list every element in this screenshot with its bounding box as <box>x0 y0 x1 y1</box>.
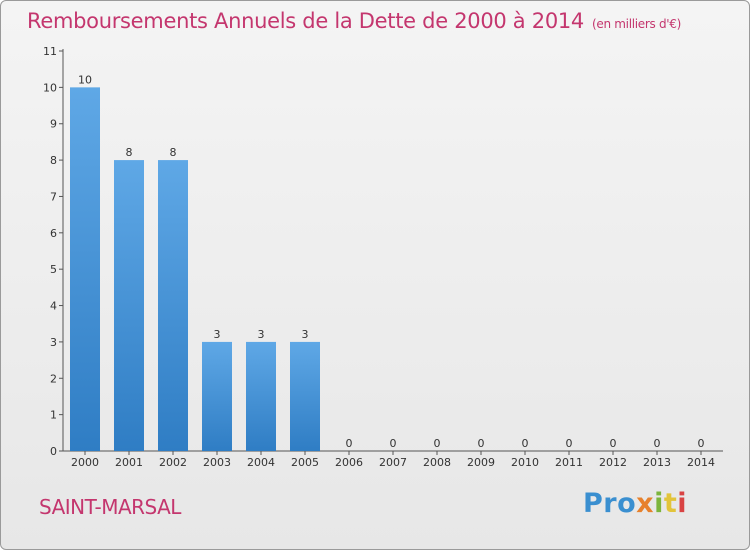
bar-value-label: 0 <box>698 437 705 450</box>
bar-value-label: 3 <box>214 328 221 341</box>
bar <box>290 341 320 451</box>
bar <box>246 341 276 451</box>
bar-value-label: 8 <box>126 146 133 159</box>
logo-part-4: t <box>663 488 678 519</box>
bar-value-label: 3 <box>258 328 265 341</box>
logo-part-3: i <box>654 488 664 519</box>
bar-value-label: 0 <box>434 437 441 450</box>
chart-unit: (en milliers d'€) <box>592 17 682 31</box>
proxiti-logo: Proxiti <box>583 488 687 519</box>
y-tick-label: 3 <box>50 336 57 349</box>
x-tick-label: 2010 <box>511 456 539 469</box>
x-tick-label: 2011 <box>555 456 583 469</box>
y-tick-label: 11 <box>43 45 57 58</box>
bar-value-label: 0 <box>390 437 397 450</box>
y-tick-label: 9 <box>50 118 57 131</box>
x-tick-label: 2006 <box>335 456 363 469</box>
x-tick-label: 2001 <box>115 456 143 469</box>
y-tick-label: 5 <box>50 263 57 276</box>
x-tick-label: 2009 <box>467 456 495 469</box>
bar-value-label: 0 <box>346 437 353 450</box>
x-tick-label: 2005 <box>291 456 319 469</box>
commune-name: SAINT-MARSAL <box>39 495 181 519</box>
x-tick-label: 2012 <box>599 456 627 469</box>
bar <box>70 87 100 451</box>
y-tick-label: 2 <box>50 372 57 385</box>
bar-value-label: 0 <box>566 437 573 450</box>
chart-title: Remboursements Annuels de la Dette de 20… <box>27 9 681 33</box>
x-tick-label: 2000 <box>71 456 99 469</box>
bar <box>158 160 188 451</box>
bar-value-label: 0 <box>654 437 661 450</box>
x-tick-label: 2002 <box>159 456 187 469</box>
bar-value-label: 10 <box>78 73 92 86</box>
y-tick-label: 4 <box>50 300 57 313</box>
bar <box>202 341 232 451</box>
y-tick-label: 7 <box>50 190 57 203</box>
x-tick-label: 2004 <box>247 456 275 469</box>
y-tick-label: 10 <box>43 81 57 94</box>
y-tick-label: 1 <box>50 409 57 422</box>
logo-part-5: i <box>677 488 688 519</box>
y-tick-label: 6 <box>50 227 57 240</box>
bar-value-label: 0 <box>478 437 485 450</box>
x-tick-label: 2014 <box>687 456 715 469</box>
bar-value-label: 3 <box>302 328 309 341</box>
bar-value-label: 0 <box>610 437 617 450</box>
y-tick-label: 0 <box>50 445 57 458</box>
x-tick-label: 2008 <box>423 456 451 469</box>
x-tick-label: 2013 <box>643 456 671 469</box>
x-tick-label: 2003 <box>203 456 231 469</box>
x-tick-label: 2007 <box>379 456 407 469</box>
bar-value-label: 8 <box>170 146 177 159</box>
bar <box>114 160 144 451</box>
y-tick-label: 8 <box>50 154 57 167</box>
logo-part-2: x <box>636 488 655 519</box>
bar-value-label: 0 <box>522 437 529 450</box>
logo-part-1: Pro <box>583 488 637 519</box>
chart-title-text: Remboursements Annuels de la Dette de 20… <box>27 9 584 33</box>
